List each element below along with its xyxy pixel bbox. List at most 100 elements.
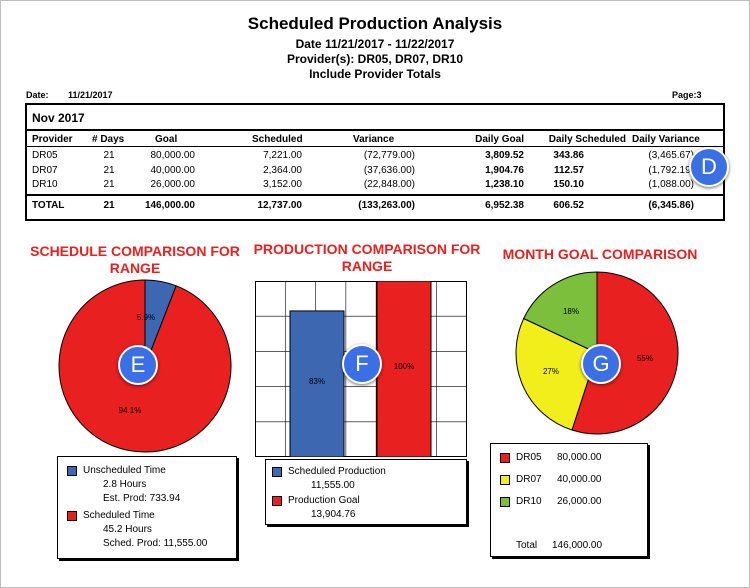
callout-badge-d: D (689, 147, 729, 187)
cell-daily-goal: 3,809.52 (485, 150, 524, 161)
legend-scheduled-hours: 45.2 Hours (103, 524, 152, 535)
legend-dr05-value: 80,000.00 (557, 452, 602, 463)
cell-provider: DR07 (32, 165, 58, 176)
legend-swatch-production-goal (272, 496, 282, 506)
table-month: Nov 2017 (32, 111, 85, 125)
total-daily-scheduled: 606.52 (553, 200, 584, 211)
month-goal-legend: DR05 80,000.00 DR07 40,000.00 DR10 26,00… (490, 443, 648, 557)
slice-label-dr05: 55% (637, 354, 653, 363)
slice-label-unscheduled: 5.9% (137, 313, 155, 322)
cell-provider: DR05 (32, 150, 58, 161)
legend-swatch-dr10 (500, 497, 510, 507)
provider-table: Nov 2017 Provider # Days Goal Scheduled … (25, 103, 725, 221)
total-variance: (133,263.00) (358, 200, 415, 211)
legend-dr05-label: DR05 (516, 452, 542, 463)
report-subtitle: Include Provider Totals (309, 67, 441, 81)
cell-variance: (22,848.00) (363, 179, 415, 190)
schedule-legend: Unscheduled Time 2.8 Hours Est. Prod: 73… (57, 456, 237, 559)
legend-dr07-label: DR07 (516, 474, 542, 485)
cell-goal: 80,000.00 (150, 150, 196, 161)
legend-production-goal-label: Production Goal (288, 495, 360, 506)
cell-goal: 40,000.00 (150, 165, 196, 176)
header-daily-goal: Daily Goal (475, 134, 524, 145)
production-bar-chart: 83% 100% (255, 281, 467, 457)
month-goal-chart-title: MONTH GOAL COMPARISON (502, 246, 698, 262)
legend-swatch-dr05 (500, 453, 510, 463)
slice-label-dr10: 18% (563, 307, 579, 316)
production-legend: Scheduled Production 11,555.00 Productio… (265, 459, 467, 525)
date-value: 11/21/2017 (68, 90, 113, 100)
cell-provider: DR10 (32, 179, 58, 190)
bar-scheduled-production (289, 310, 345, 457)
cell-days: 21 (103, 165, 115, 176)
total-daily-goal: 6,952.38 (485, 200, 524, 211)
production-chart-title: PRODUCTION COMPARISON FOR RANGE (253, 241, 481, 274)
cell-daily-scheduled: 150.10 (553, 179, 584, 190)
date-label: Date: (26, 90, 49, 100)
slice-label-scheduled: 94.1% (119, 406, 142, 415)
legend-scheduled-production-label: Scheduled Production (288, 466, 386, 477)
total-goal: 146,000.00 (144, 200, 195, 211)
table-rule (27, 146, 723, 147)
page-number: Page:3 (672, 90, 702, 100)
legend-swatch-dr07 (500, 475, 510, 485)
slice-label-dr07: 27% (543, 367, 559, 376)
cell-daily-goal: 1,904.76 (485, 165, 524, 176)
report-title: Scheduled Production Analysis (247, 14, 503, 33)
pie-slice-dr05 (571, 271, 679, 435)
bar-label-goal: 100% (394, 362, 414, 371)
cell-variance: (37,636.00) (363, 165, 415, 176)
legend-dr10-label: DR10 (516, 496, 542, 507)
header-provider: Provider (32, 134, 73, 145)
bar-label-scheduled: 83% (309, 377, 325, 386)
table-rule (27, 194, 723, 196)
cell-daily-scheduled: 112.57 (553, 165, 584, 176)
callout-badge-e: E (118, 345, 158, 385)
header-goal: Goal (155, 134, 178, 145)
cell-daily-scheduled: 343.86 (553, 150, 584, 161)
legend-unscheduled-hours: 2.8 Hours (103, 479, 147, 490)
legend-dr07-value: 40,000.00 (557, 474, 602, 485)
legend-total-value: 146,000.00 (552, 540, 603, 551)
legend-unscheduled-label: Unscheduled Time (83, 465, 166, 476)
callout-badge-g: G (581, 344, 621, 384)
schedule-chart-title: SCHEDULE COMPARISON FOR RANGE (30, 243, 240, 276)
cell-daily-variance: (3,465.67) (648, 150, 694, 161)
cell-scheduled: 7,221.00 (263, 150, 302, 161)
header-days: # Days (92, 134, 125, 145)
legend-scheduled-production-value: 11,555.00 (311, 480, 355, 491)
cell-variance: (72,779.00) (363, 150, 415, 161)
legend-swatch-unscheduled (67, 466, 77, 476)
header-daily-scheduled: Daily Scheduled (548, 134, 626, 145)
total-days: 21 (103, 200, 115, 211)
legend-swatch-scheduled (67, 511, 77, 521)
header-daily-variance: Daily Variance (632, 134, 700, 145)
total-scheduled: 12,737.00 (257, 200, 303, 211)
cell-days: 21 (103, 179, 115, 190)
legend-unscheduled-prod: Est. Prod: 733.94 (103, 493, 181, 504)
cell-scheduled: 2,364.00 (263, 165, 302, 176)
cell-goal: 26,000.00 (150, 179, 196, 190)
legend-production-goal-value: 13,904.76 (311, 509, 356, 520)
header-variance: Variance (353, 134, 395, 145)
report-date-range: Date 11/21/2017 - 11/22/2017 (295, 37, 455, 51)
cell-scheduled: 3,152.00 (263, 179, 302, 190)
cell-daily-goal: 1,238.10 (485, 179, 524, 190)
legend-total-label: Total (516, 540, 538, 551)
legend-dr10-value: 26,000.00 (557, 496, 602, 507)
legend-scheduled-label: Scheduled Time (83, 510, 155, 521)
header-scheduled: Scheduled (252, 134, 303, 145)
cell-daily-variance: (1,088.00) (648, 179, 694, 190)
report-providers: Provider(s): DR05, DR07, DR10 (286, 52, 464, 66)
pie-slice-dr07 (515, 317, 598, 431)
legend-scheduled-prod: Sched. Prod: 11,555.00 (103, 538, 208, 549)
callout-badge-f: F (342, 344, 382, 384)
cell-daily-variance: (1,792.19) (648, 165, 694, 176)
month-goal-pie-slices (515, 271, 679, 435)
cell-days: 21 (103, 150, 115, 161)
pie-slice-dr10 (523, 271, 598, 354)
plot-border (255, 281, 467, 457)
legend-swatch-scheduled-production (272, 467, 282, 477)
month-goal-pie-chart: 55% 27% 18% (515, 271, 679, 435)
table-rule (27, 129, 723, 131)
